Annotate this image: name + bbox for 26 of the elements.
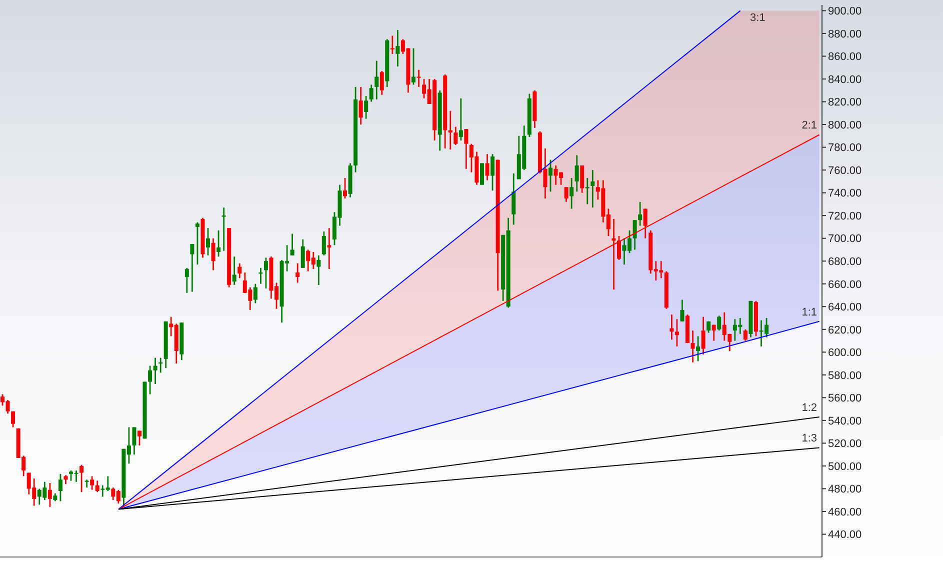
series-label: 2:1 bbox=[802, 120, 817, 132]
y-tick-label: 580.00 bbox=[828, 370, 862, 382]
y-tick-label: 800.00 bbox=[828, 119, 862, 132]
y-tick-label: 560.00 bbox=[828, 392, 862, 405]
y-tick-label: 900.00 bbox=[828, 6, 862, 18]
y-tick-label: 640.00 bbox=[828, 302, 862, 314]
y-tick-label: 520.00 bbox=[828, 438, 862, 450]
y-tick-label: 600.00 bbox=[828, 347, 862, 360]
y-tick-label: 440.00 bbox=[828, 529, 862, 542]
y-tick-label: 460.00 bbox=[828, 506, 862, 518]
y-tick-label: 880.00 bbox=[828, 28, 862, 40]
y-tick-label: 660.00 bbox=[828, 278, 862, 291]
y-tick-label: 540.00 bbox=[828, 415, 862, 428]
y-tick-label: 500.00 bbox=[828, 460, 862, 473]
y-tick-label: 840.00 bbox=[828, 74, 862, 86]
y-tick-label: 860.00 bbox=[828, 51, 862, 64]
series-label: 3:1 bbox=[750, 12, 766, 24]
y-tick-label: 720.00 bbox=[828, 210, 862, 222]
y-tick-label: 700.00 bbox=[828, 233, 862, 246]
y-tick-label: 480.00 bbox=[828, 484, 862, 496]
y-tick-label: 760.00 bbox=[828, 164, 862, 177]
y-tick-label: 680.00 bbox=[828, 256, 862, 268]
y-tick-label: 820.00 bbox=[828, 96, 862, 109]
y-tick-label: 620.00 bbox=[828, 324, 862, 336]
y-tick-label: 740.00 bbox=[828, 188, 862, 200]
y-tick-label: 780.00 bbox=[828, 142, 862, 154]
